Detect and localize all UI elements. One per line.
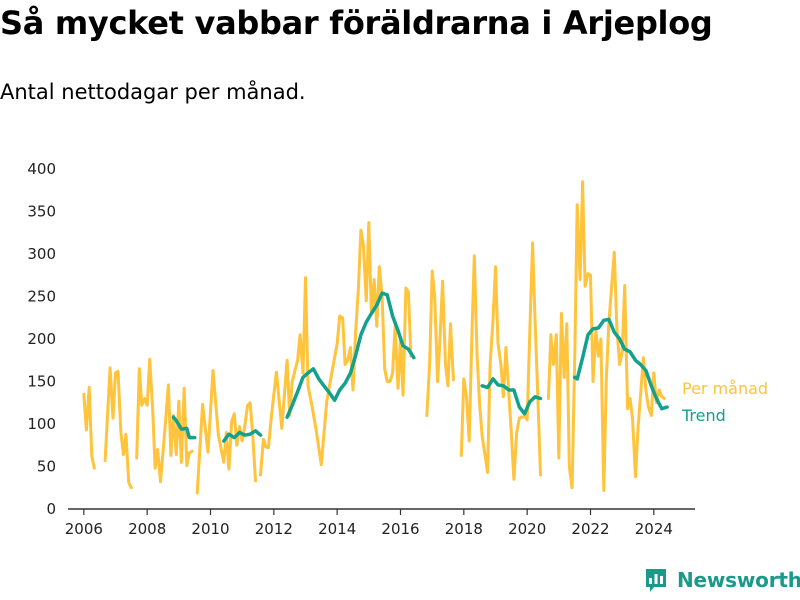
y-tick-label: 300 xyxy=(27,245,56,263)
monthly-series-line xyxy=(546,180,666,492)
y-tick-label: 0 xyxy=(46,500,56,518)
x-tick-label: 2016 xyxy=(381,520,419,538)
monthly-series-line xyxy=(82,385,96,470)
x-tick-label: 2022 xyxy=(571,520,609,538)
legend-label-monthly: Per månad xyxy=(682,379,768,398)
trend-series-line xyxy=(171,415,197,440)
y-tick-label: 250 xyxy=(27,288,56,306)
brand-logo: Newsworthy xyxy=(644,567,800,593)
y-axis: 0 50 100 150 200 250 300 350 400 xyxy=(27,160,56,518)
x-tick-label: 2024 xyxy=(635,520,673,538)
chart-title: Så mycket vabbar föräldrarna i Arjeplog xyxy=(0,4,713,42)
x-tick-label: 2014 xyxy=(318,520,356,538)
x-tick-label: 2020 xyxy=(508,520,546,538)
y-tick-label: 200 xyxy=(27,330,56,348)
monthly-series-line xyxy=(259,221,413,477)
bar-chart-logo-icon xyxy=(646,569,666,592)
monthly-series-line xyxy=(425,269,455,417)
chart-subtitle: Antal nettodagar per månad. xyxy=(0,80,306,104)
trend-series-line xyxy=(480,377,543,416)
x-tick-label: 2012 xyxy=(255,520,293,538)
x-tick-label: 2018 xyxy=(445,520,483,538)
trend-series-line xyxy=(222,429,263,443)
series-layer xyxy=(82,180,669,495)
x-tick-label: 2006 xyxy=(65,520,103,538)
y-tick-label: 400 xyxy=(27,160,56,178)
x-tick-label: 2008 xyxy=(128,520,166,538)
x-axis: 2006 2008 2010 2012 2014 2016 2018 2020 2022 2024 xyxy=(65,508,695,538)
monthly-series-line xyxy=(135,357,194,484)
monthly-series-line xyxy=(459,241,542,481)
y-tick-label: 150 xyxy=(27,373,56,391)
legend: Per månad Trend xyxy=(681,379,768,425)
monthly-series-line xyxy=(195,369,257,495)
x-tick-label: 2010 xyxy=(191,520,229,538)
trend-series-line xyxy=(285,291,416,419)
trend-series-line xyxy=(572,317,669,411)
y-tick-label: 50 xyxy=(37,458,56,476)
y-tick-label: 350 xyxy=(27,203,56,221)
legend-label-trend: Trend xyxy=(681,406,726,425)
brand-name: Newsworthy xyxy=(677,568,800,592)
monthly-series-line xyxy=(103,366,133,490)
y-tick-label: 100 xyxy=(27,415,56,433)
